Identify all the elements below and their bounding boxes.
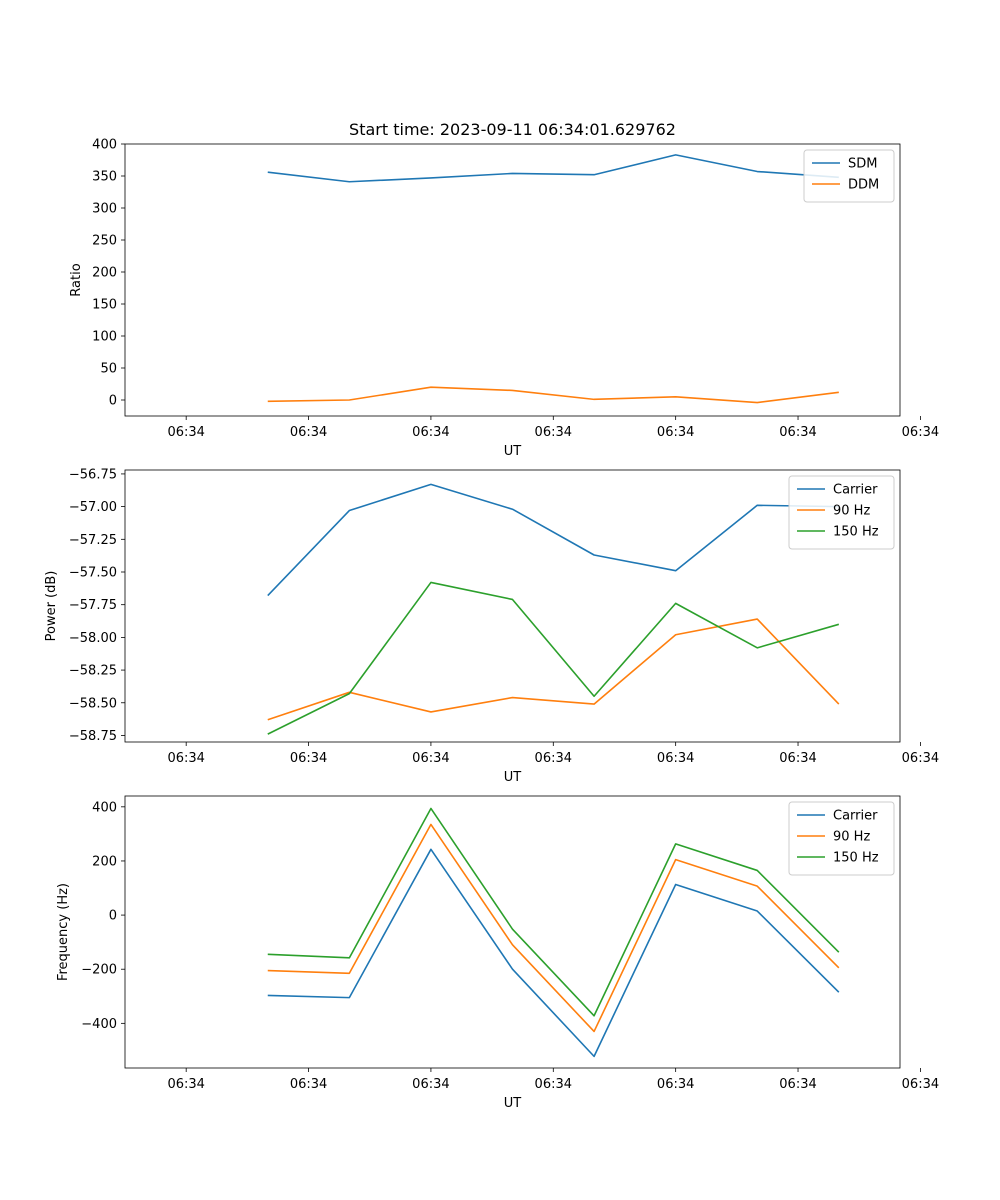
- legend: Carrier 90 Hz 150 Hz: [788, 801, 895, 876]
- y-tick-label: −200: [81, 963, 117, 978]
- y-tick-label: 200: [92, 266, 117, 281]
- legend-label: 90 Hz: [833, 830, 870, 845]
- y-tick-label: −58.50: [69, 696, 117, 711]
- x-tick-label: 06:34: [657, 425, 694, 440]
- legend: SDM DDM: [803, 149, 895, 203]
- x-tick-label: 06:34: [657, 751, 694, 766]
- y-tick-label: −400: [81, 1017, 117, 1032]
- x-tick-label: 06:34: [290, 1077, 327, 1092]
- x-axis-label: UT: [504, 770, 522, 785]
- y-axis-label: Power (dB): [44, 571, 59, 642]
- series-line-ddm: [267, 386, 839, 404]
- y-tick-label: 100: [92, 330, 117, 345]
- x-tick-label: 06:34: [167, 1077, 204, 1092]
- x-tick-label: 06:34: [535, 425, 572, 440]
- legend-label: Carrier: [833, 483, 878, 498]
- series-line-90-hz: [267, 823, 840, 1033]
- x-tick-label: 06:34: [412, 751, 449, 766]
- y-tick-label: 400: [92, 138, 117, 153]
- series-line-150-hz: [267, 807, 840, 1017]
- y-tick-label: −58.00: [69, 631, 117, 646]
- y-tick-label: 300: [92, 202, 117, 217]
- y-axis-label: Frequency (Hz): [56, 883, 71, 981]
- y-axis-label: Ratio: [69, 263, 84, 296]
- legend-label: DDM: [848, 178, 879, 193]
- x-tick-label: 06:34: [902, 751, 939, 766]
- legend-label: Carrier: [833, 809, 878, 824]
- chart-title: Start time: 2023-09-11 06:34:01.629762: [349, 120, 676, 139]
- chart-1: Start time: 2023-09-11 06:34:01.629762 06…: [69, 120, 939, 459]
- x-tick-label: 06:34: [290, 751, 327, 766]
- x-tick-label: 06:34: [167, 751, 204, 766]
- y-tick-label: −57.00: [69, 500, 117, 515]
- x-axis-label: UT: [504, 1096, 522, 1111]
- x-tick-label: 06:34: [167, 425, 204, 440]
- x-tick-label: 06:34: [535, 751, 572, 766]
- y-tick-label: 150: [92, 298, 117, 313]
- x-tick-label: 06:34: [535, 1077, 572, 1092]
- y-tick-label: 400: [92, 800, 117, 815]
- y-tick-label: −57.50: [69, 566, 117, 581]
- x-tick-label: 06:34: [779, 751, 816, 766]
- x-tick-label: 06:34: [412, 425, 449, 440]
- x-axis-label: UT: [504, 444, 522, 459]
- x-tick-label: 06:34: [902, 1077, 939, 1092]
- y-tick-label: 50: [100, 362, 117, 377]
- axes-frame: [124, 795, 901, 1069]
- y-tick-label: 350: [92, 170, 117, 185]
- x-tick-label: 06:34: [779, 425, 816, 440]
- y-tick-label: 200: [92, 854, 117, 869]
- y-tick-label: −57.25: [69, 533, 117, 548]
- series-line-carrier: [267, 848, 840, 1058]
- x-tick-label: 06:34: [657, 1077, 694, 1092]
- series-line-90-hz: [267, 618, 840, 721]
- legend: Carrier 90 Hz 150 Hz: [788, 475, 895, 550]
- y-tick-label: 250: [92, 234, 117, 249]
- series-line-150-hz: [267, 581, 840, 735]
- y-tick-label: −56.75: [69, 467, 117, 482]
- series-line-sdm: [267, 154, 839, 183]
- x-tick-label: 06:34: [779, 1077, 816, 1092]
- legend-label: SDM: [848, 157, 877, 172]
- legend-label: 150 Hz: [833, 851, 879, 866]
- chart-3: 06:34 06:34 06:34 06:34 06:34 06:34 06:34 −400 −…: [56, 795, 939, 1111]
- x-tick-label: 06:34: [902, 425, 939, 440]
- x-tick-label: 06:34: [412, 1077, 449, 1092]
- legend-label: 150 Hz: [833, 525, 879, 540]
- y-tick-label: −57.75: [69, 598, 117, 613]
- chart-2: 06:34 06:34 06:34 06:34 06:34 06:34 06:34 −58.7…: [44, 467, 939, 785]
- axes-frame: [124, 143, 901, 417]
- y-tick-label: 0: [109, 909, 117, 924]
- y-tick-label: 0: [109, 394, 117, 409]
- x-tick-label: 06:34: [290, 425, 327, 440]
- y-tick-label: −58.25: [69, 664, 117, 679]
- legend-label: 90 Hz: [833, 504, 870, 519]
- axes-frame: [124, 469, 901, 743]
- series-line-carrier: [267, 483, 839, 597]
- y-tick-label: −58.75: [69, 729, 117, 744]
